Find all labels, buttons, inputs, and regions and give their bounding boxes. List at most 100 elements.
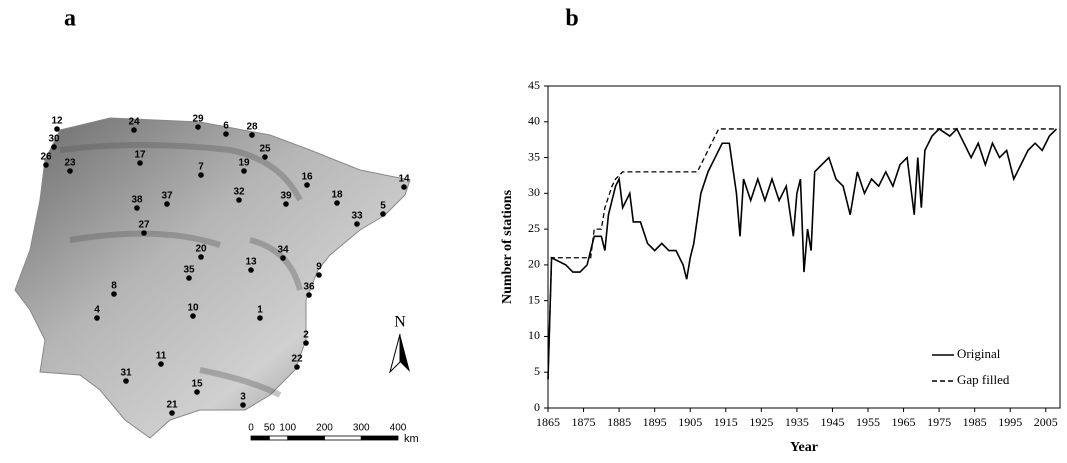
station-label: 14: [398, 174, 410, 185]
station: [137, 160, 143, 166]
x-axis-label: Year: [790, 440, 818, 455]
station-label: 17: [134, 150, 146, 161]
scale-label: 300: [353, 423, 370, 434]
station-label: 30: [48, 134, 60, 145]
station-label: 9: [316, 262, 322, 273]
scale-label: 400: [390, 423, 407, 434]
scale-segment: [324, 435, 362, 441]
y-tick-label: 40: [528, 114, 540, 128]
station-label: 2: [303, 330, 309, 341]
station: [303, 340, 309, 346]
scale-label: 50: [264, 423, 276, 434]
station: [198, 254, 204, 260]
station-label: 29: [192, 114, 204, 125]
station-label: 32: [233, 187, 245, 198]
station: [169, 410, 175, 416]
x-tick-label: 1865: [536, 415, 560, 429]
x-tick-label: 1875: [572, 415, 596, 429]
land: [14, 117, 411, 439]
station-label: 16: [301, 172, 313, 183]
station-label: 37: [161, 191, 173, 202]
station: [262, 154, 268, 160]
scale-segment: [250, 435, 270, 441]
station-label: 33: [351, 211, 363, 222]
y-tick-label: 10: [528, 328, 540, 342]
scale-label: 200: [316, 423, 333, 434]
station-label: 19: [238, 158, 250, 169]
y-tick-label: 5: [534, 364, 540, 378]
panel-label: b: [565, 6, 578, 32]
y-tick-label: 15: [528, 292, 540, 306]
north-arrow: [389, 333, 401, 374]
station-label: 15: [191, 379, 203, 390]
x-tick-label: 1925: [749, 415, 773, 429]
station-label: 13: [245, 257, 257, 268]
station: [131, 127, 137, 133]
north-arrow: [400, 334, 410, 372]
x-tick-label: 1935: [785, 415, 809, 429]
station: [164, 201, 170, 207]
scale-segment: [268, 435, 289, 441]
x-tick-label: 1945: [820, 415, 844, 429]
station-label: 7: [198, 162, 204, 173]
station: [51, 144, 57, 150]
station: [111, 291, 117, 297]
station-label: 10: [187, 303, 199, 314]
station-label: 1: [257, 305, 263, 316]
legend-label: Gap filled: [957, 372, 1010, 387]
station-label: 39: [280, 191, 292, 202]
station-label: 18: [331, 190, 343, 201]
x-tick-label: 1905: [678, 415, 702, 429]
station-label: 4: [94, 305, 100, 316]
station: [401, 184, 407, 190]
station-label: 12: [51, 116, 63, 127]
series-line: [547, 127, 1058, 380]
scale-label: 100: [279, 423, 296, 434]
station-label: 5: [380, 201, 386, 212]
station: [280, 255, 286, 261]
station-label: 24: [128, 117, 140, 128]
station: [236, 197, 242, 203]
station-label: 35: [183, 265, 195, 276]
station-label: 28: [246, 122, 258, 133]
station-label: 25: [259, 144, 271, 155]
station: [67, 168, 73, 174]
station: [334, 200, 340, 206]
x-tick-label: 1955: [856, 415, 880, 429]
station: [190, 313, 196, 319]
station-label: 22: [291, 354, 303, 365]
station: [248, 267, 254, 273]
y-tick-label: 45: [528, 78, 540, 92]
x-tick-label: 1965: [892, 415, 916, 429]
station: [54, 126, 60, 132]
station: [43, 162, 49, 168]
station-label: 34: [277, 245, 289, 256]
station: [134, 205, 140, 211]
station: [354, 221, 360, 227]
station: [294, 364, 300, 370]
x-tick-label: 1985: [963, 415, 987, 429]
station: [186, 275, 192, 281]
scale-segment: [360, 435, 399, 441]
station-label: 6: [223, 121, 229, 132]
station: [194, 389, 200, 395]
station-label: 23: [64, 158, 76, 169]
station: [304, 182, 310, 188]
station: [306, 292, 312, 298]
station: [123, 378, 129, 384]
x-tick-label: 1915: [714, 415, 738, 429]
x-tick-label: 1995: [998, 415, 1022, 429]
station: [240, 402, 246, 408]
station-label: 27: [138, 220, 150, 231]
y-tick-label: 20: [528, 257, 540, 271]
series-line: [547, 128, 1057, 380]
north-label: N: [394, 314, 406, 331]
station: [195, 124, 201, 130]
map: N 12345678910111213141516171819202122232…: [14, 114, 419, 445]
y-tick-label: 0: [534, 400, 540, 414]
station-label: 20: [195, 244, 207, 255]
station-label: 38: [131, 195, 143, 206]
station-label: 11: [156, 351, 167, 362]
station: [249, 132, 255, 138]
